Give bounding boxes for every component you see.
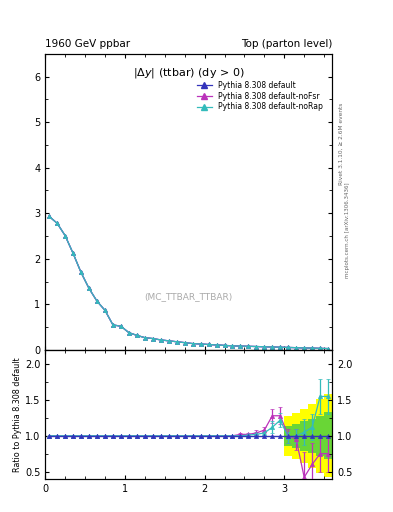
Y-axis label: Ratio to Pythia 8.308 default: Ratio to Pythia 8.308 default (13, 357, 22, 472)
Text: (MC_TTBAR_TTBAR): (MC_TTBAR_TTBAR) (145, 292, 233, 301)
Legend: Pythia 8.308 default, Pythia 8.308 default-noFsr, Pythia 8.308 default-noRap: Pythia 8.308 default, Pythia 8.308 defau… (195, 78, 325, 114)
Text: Rivet 3.1.10, ≥ 2.6M events: Rivet 3.1.10, ≥ 2.6M events (339, 102, 344, 184)
Text: 1960 GeV ppbar: 1960 GeV ppbar (45, 38, 130, 49)
Text: mcplots.cern.ch [arXiv:1306.3436]: mcplots.cern.ch [arXiv:1306.3436] (345, 183, 350, 278)
Text: $|\Delta y|$ (ttbar) (dy > 0): $|\Delta y|$ (ttbar) (dy > 0) (133, 66, 244, 79)
Text: Top (parton level): Top (parton level) (241, 38, 332, 49)
